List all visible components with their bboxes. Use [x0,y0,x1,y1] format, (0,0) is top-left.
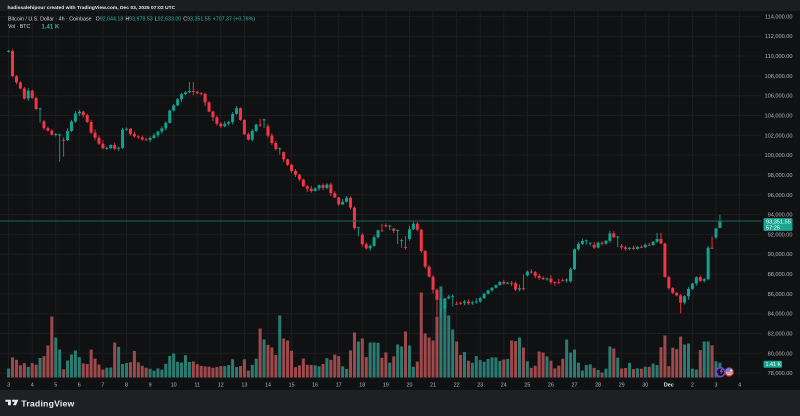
svg-text:82,000.00: 82,000.00 [768,332,793,338]
svg-text:3: 3 [715,382,718,388]
svg-text:23: 23 [477,382,483,388]
svg-text:106,000.00: 106,000.00 [765,94,793,100]
svg-text:hadissalehipour created with T: hadissalehipour created with TradingView… [8,5,176,11]
svg-text:Dec: Dec [664,382,674,388]
svg-text:4: 4 [31,382,34,388]
svg-text:5: 5 [54,382,57,388]
svg-text:88,000.00: 88,000.00 [768,272,793,278]
svg-text:30: 30 [642,382,648,388]
svg-text:11: 11 [194,382,200,388]
svg-text:17: 17 [336,382,342,388]
svg-text:27: 27 [572,382,578,388]
svg-text:26: 26 [548,382,554,388]
svg-text:13: 13 [241,382,247,388]
svg-text:102,000.00: 102,000.00 [765,133,793,139]
svg-text:100,000.00: 100,000.00 [765,153,793,159]
svg-text:14: 14 [265,382,271,388]
svg-text:96,000.00: 96,000.00 [768,193,793,199]
svg-text:TradingView: TradingView [21,398,74,408]
svg-text:21: 21 [430,382,436,388]
svg-text:1.41 K: 1.41 K [766,362,782,368]
svg-text:Bitcoin / U.S. Dollar · 4h · C: Bitcoin / U.S. Dollar · 4h · Coinbase O92… [8,16,255,22]
svg-text:15: 15 [289,382,295,388]
svg-text:7: 7 [101,382,104,388]
svg-text:20: 20 [407,382,413,388]
svg-text:94,000.00: 94,000.00 [768,213,793,219]
svg-text:92,000.00: 92,000.00 [768,232,793,238]
svg-text:29: 29 [619,382,625,388]
svg-text:3: 3 [7,382,10,388]
svg-text:2: 2 [691,382,694,388]
svg-text:Vol · BTC: Vol · BTC [8,24,30,30]
svg-text:10: 10 [171,382,177,388]
svg-text:25: 25 [524,382,530,388]
svg-text:16: 16 [312,382,318,388]
svg-text:18: 18 [359,382,365,388]
svg-text:84,000.00: 84,000.00 [768,312,793,318]
svg-text:4: 4 [738,382,741,388]
svg-text:78,000.00: 78,000.00 [768,371,793,377]
svg-text:19: 19 [383,382,389,388]
svg-text:28: 28 [595,382,601,388]
svg-text:80,000.00: 80,000.00 [768,351,793,357]
svg-text:104,000.00: 104,000.00 [765,114,793,120]
svg-text:86,000.00: 86,000.00 [768,292,793,298]
svg-text:24: 24 [501,382,507,388]
svg-text:93,351.55: 93,351.55 [766,220,791,226]
svg-text:8: 8 [125,382,128,388]
svg-text:22: 22 [454,382,460,388]
svg-text:98,000.00: 98,000.00 [768,173,793,179]
svg-text:112,000.00: 112,000.00 [765,34,793,40]
svg-text:108,000.00: 108,000.00 [765,74,793,80]
svg-text:12: 12 [218,382,224,388]
svg-text:114,000.00: 114,000.00 [765,14,793,20]
svg-text:9: 9 [149,382,152,388]
svg-text:110,000.00: 110,000.00 [765,54,793,60]
svg-text:57:25: 57:25 [766,226,780,232]
svg-text:6: 6 [78,382,81,388]
svg-text:1.41 K: 1.41 K [42,24,60,30]
svg-text:90,000.00: 90,000.00 [768,252,793,258]
